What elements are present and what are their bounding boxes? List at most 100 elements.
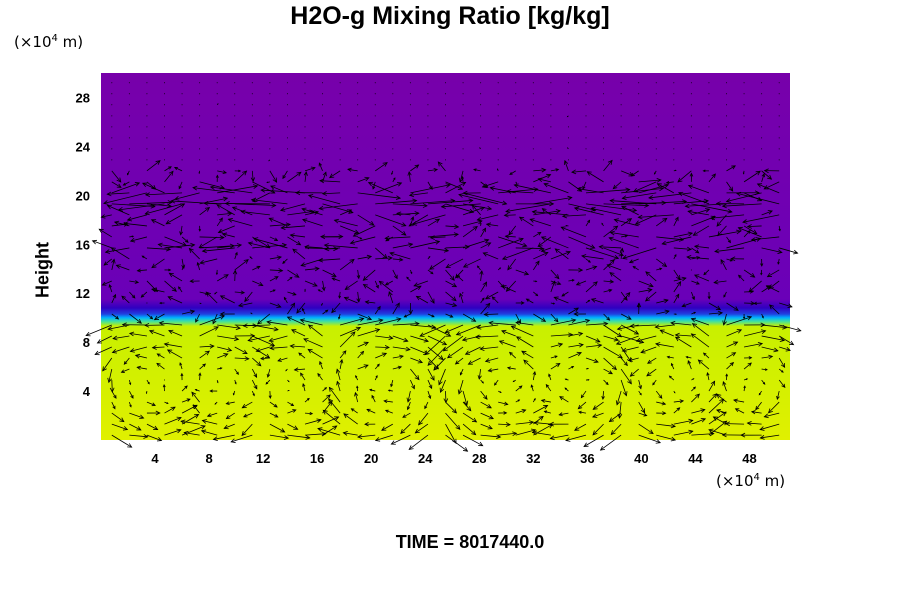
wind-vector — [111, 148, 113, 150]
wind-vector — [339, 148, 341, 150]
wind-vector — [129, 200, 173, 205]
x-tick-label: 36 — [580, 451, 594, 466]
wind-vector — [743, 192, 763, 202]
wind-vector — [585, 335, 601, 343]
x-tick-label: 32 — [526, 451, 540, 466]
wind-vector — [375, 317, 402, 326]
wind-vector — [252, 265, 261, 271]
wind-vector — [295, 190, 323, 196]
wind-vector — [550, 148, 552, 150]
wind-vector — [480, 281, 488, 293]
wind-vector — [763, 181, 780, 190]
wind-vector — [567, 93, 569, 95]
wind-vector — [480, 93, 482, 95]
wind-vector — [189, 279, 200, 284]
wind-vector — [406, 276, 411, 282]
wind-vector — [479, 346, 499, 351]
wind-vector — [609, 198, 657, 205]
wind-vector — [644, 291, 657, 302]
wind-vector — [585, 321, 609, 327]
wind-vector — [251, 93, 253, 95]
wind-vector — [533, 291, 539, 297]
wind-vector — [269, 276, 279, 282]
wind-vector — [374, 280, 379, 289]
wind-vector — [445, 302, 458, 308]
wind-vector — [164, 401, 169, 404]
wind-vector — [110, 247, 130, 260]
wind-vector — [343, 413, 358, 425]
wind-vector — [761, 368, 768, 371]
wind-vector — [515, 159, 517, 161]
wind-vector — [601, 222, 604, 227]
wind-vector — [115, 264, 130, 271]
wind-vector — [769, 304, 780, 315]
wind-vector — [568, 331, 584, 337]
wind-vector — [378, 280, 394, 293]
wind-vector — [111, 159, 113, 161]
wind-vector — [550, 302, 556, 305]
wind-vector — [647, 357, 657, 364]
wind-vector — [603, 137, 605, 139]
wind-vector — [673, 82, 675, 84]
wind-vector — [668, 375, 675, 381]
wind-vector — [487, 368, 499, 373]
wind-vector — [564, 378, 569, 381]
wind-vector — [550, 313, 559, 323]
wind-vector — [107, 324, 130, 331]
wind-vector — [550, 82, 552, 84]
wind-vector — [372, 181, 376, 190]
wind-vector — [129, 235, 135, 238]
wind-vector — [532, 397, 536, 403]
wind-vector — [620, 368, 632, 385]
wind-vector — [153, 313, 165, 321]
wind-vector — [585, 115, 587, 117]
wind-vector — [761, 354, 774, 360]
wind-vector — [687, 209, 710, 216]
time-label: TIME = 8017440.0 — [395, 532, 545, 552]
wind-vector — [150, 219, 165, 227]
wind-vector — [225, 401, 235, 405]
wind-vector — [269, 345, 288, 351]
wind-vector — [761, 93, 763, 95]
wind-vector — [533, 280, 538, 283]
wind-vector — [673, 104, 675, 106]
y-tick-label: 24 — [76, 139, 91, 154]
wind-vector — [445, 412, 461, 431]
wind-vector — [234, 333, 256, 339]
wind-vector — [471, 204, 481, 216]
wind-vector — [638, 390, 642, 396]
wind-vector — [609, 272, 622, 282]
wind-vector — [427, 379, 433, 390]
wind-vector — [216, 274, 229, 282]
wind-vector — [508, 225, 517, 236]
wind-vector — [548, 421, 569, 427]
wind-vector — [199, 363, 207, 370]
wind-vector — [497, 115, 499, 117]
wind-vector — [402, 412, 411, 418]
wind-vector — [128, 93, 130, 95]
wind-vector — [406, 401, 411, 411]
wind-vector — [234, 202, 277, 208]
wind-vector — [550, 115, 552, 117]
wind-vector — [356, 291, 361, 303]
wind-vector — [304, 411, 314, 416]
wind-vector — [716, 409, 727, 414]
wind-vector — [209, 185, 253, 194]
wind-vector — [708, 173, 716, 183]
wind-vector — [743, 341, 764, 348]
wind-vector — [357, 341, 369, 348]
wind-vector — [286, 159, 288, 161]
wind-vector — [659, 329, 674, 337]
wind-vector — [279, 203, 306, 212]
wind-vector — [446, 346, 464, 359]
wind-vector — [107, 368, 113, 384]
wind-vector — [690, 137, 692, 139]
wind-vector — [339, 137, 341, 139]
wind-vector — [742, 313, 746, 320]
wind-vector — [574, 423, 587, 431]
wind-vector — [726, 315, 753, 326]
wind-vector — [515, 301, 525, 305]
wind-vector — [620, 218, 633, 227]
wind-vector — [146, 82, 148, 84]
wind-vector — [567, 137, 569, 139]
